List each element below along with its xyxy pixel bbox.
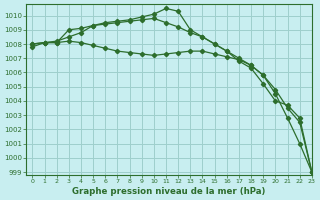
X-axis label: Graphe pression niveau de la mer (hPa): Graphe pression niveau de la mer (hPa) [72,187,266,196]
